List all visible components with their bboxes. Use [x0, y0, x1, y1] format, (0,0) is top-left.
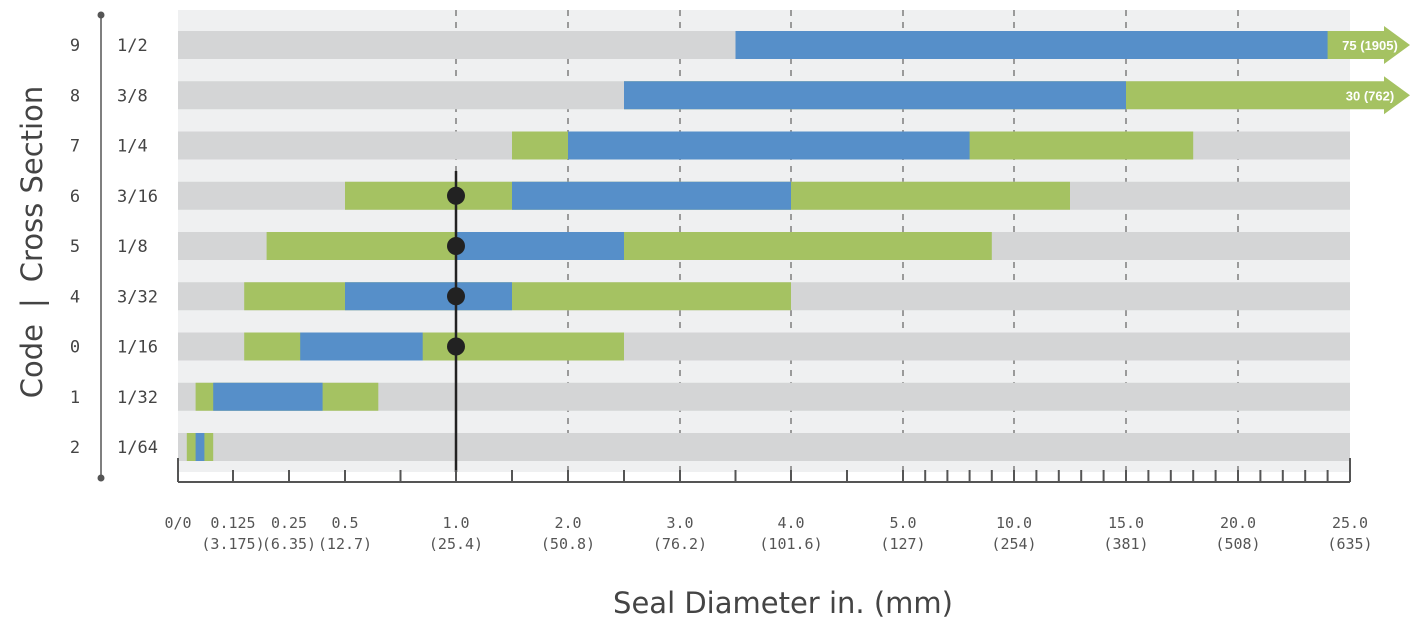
x-tick-label: 4.0 [777, 514, 804, 532]
x-tick-sublabel: (76.2) [653, 535, 707, 553]
row-track [178, 433, 1350, 461]
row-section-label: 1/8 [117, 237, 148, 257]
x-tick-sublabel: (50.8) [541, 535, 595, 553]
x-tick-label: 25.0 [1332, 514, 1368, 532]
marker-dot [447, 337, 465, 356]
row-section-label: 1/64 [117, 438, 158, 458]
row-section-label: 1/16 [117, 338, 158, 358]
row-code-label: 9 [70, 36, 80, 56]
row-section-label: 1/2 [117, 36, 148, 56]
arrow-value-label: 30 (762) [1346, 88, 1394, 103]
x-tick-sublabel: (101.6) [759, 535, 822, 553]
x-tick-label: 1.0 [442, 514, 469, 532]
x-tick-label: 0.125 [210, 514, 255, 532]
row-section-label: 3/32 [117, 287, 158, 307]
row-code-label: 0 [70, 338, 80, 358]
row-label-layer: 9 1/2 8 3/8 7 1/4 6 3/16 5 1/8 4 3/32 0 1/16 1 1/32 2 1/6… [70, 36, 158, 458]
x-axis: 0/0 0.125 (3.175) 0.25 (6.35) 0.5 (12.7) 1.0 (25… [164, 458, 1373, 553]
row-section-label: 1/32 [117, 388, 158, 408]
y-axis-title-section: Cross Section [15, 86, 49, 282]
blue-range-bar [568, 131, 970, 160]
y-axis-bracket [97, 11, 105, 482]
blue-range-bar [735, 31, 1328, 59]
row-code-label: 5 [70, 237, 80, 257]
x-tick-sublabel: (254) [991, 535, 1036, 553]
row-code-label: 1 [70, 388, 80, 408]
x-tick-label: 2.0 [554, 514, 581, 532]
row-section-label: 1/4 [117, 137, 148, 157]
blue-range-bar [456, 232, 624, 260]
x-tick-label: 0.25 [271, 514, 307, 532]
blue-range-bar [512, 181, 791, 210]
x-tick-label: 5.0 [889, 514, 916, 532]
row-section-label: 3/16 [117, 187, 158, 207]
blue-range-bar [195, 433, 205, 461]
x-tick-sublabel: (508) [1215, 535, 1260, 553]
y-axis-title: Code | Cross Section [15, 86, 49, 399]
x-tick-label: 15.0 [1108, 514, 1144, 532]
row-code-label: 8 [70, 86, 80, 106]
row-code-label: 2 [70, 438, 80, 458]
x-tick-label: 0/0 [164, 514, 191, 532]
x-tick-sublabel: (25.4) [429, 535, 483, 553]
x-tick-sublabel: (3.175) [201, 535, 264, 553]
green-range-bar [266, 232, 992, 260]
row-code-label: 4 [70, 287, 80, 307]
x-tick-sublabel: (6.35) [262, 535, 316, 553]
x-axis-title: Seal Diameter in. (mm) [613, 586, 953, 620]
blue-range-layer [195, 31, 1328, 461]
arrow-value-label: 75 (1905) [1342, 38, 1398, 53]
x-tick-label: 0.5 [331, 514, 358, 532]
blue-range-bar [213, 382, 323, 411]
row-section-label: 3/8 [117, 86, 148, 106]
row-code-label: 7 [70, 137, 80, 157]
x-tick-sublabel: (635) [1327, 535, 1372, 553]
y-axis-title-separator: | [15, 298, 49, 308]
blue-range-bar [624, 81, 1126, 110]
x-tick-sublabel: (381) [1103, 535, 1148, 553]
row-code-label: 6 [70, 187, 80, 207]
blue-range-bar [300, 332, 423, 361]
marker-dot [447, 287, 465, 306]
marker-dot [447, 237, 465, 255]
x-tick-sublabel: (12.7) [318, 535, 372, 553]
marker-dot [447, 186, 465, 205]
x-tick-label: 3.0 [666, 514, 693, 532]
x-tick-label: 10.0 [996, 514, 1032, 532]
y-axis-title-code: Code [15, 324, 49, 398]
blue-range-bar [345, 282, 512, 311]
x-tick-label: 20.0 [1220, 514, 1256, 532]
green-range-bar [244, 282, 791, 311]
marker-layer [447, 186, 465, 356]
x-tick-sublabel: (127) [880, 535, 925, 553]
